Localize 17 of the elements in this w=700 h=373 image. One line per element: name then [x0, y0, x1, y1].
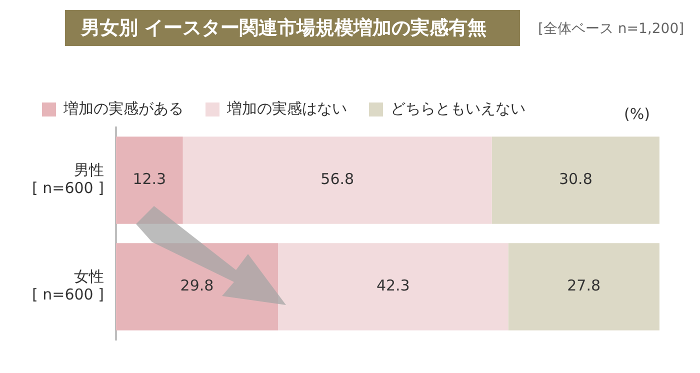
data-label: 12.3 — [132, 170, 166, 188]
bar — [508, 243, 660, 330]
data-label: 56.8 — [320, 170, 354, 188]
y-tick-label: 女性 [ n=600 ] — [32, 268, 104, 304]
legend-label: 増加の実感はない — [226, 99, 347, 118]
data-label: 42.3 — [376, 276, 410, 295]
bar — [182, 136, 492, 224]
data-label: 27.8 — [567, 276, 601, 295]
text: (%) — [624, 104, 650, 123]
data-label: 29.8 — [180, 276, 214, 295]
data-label: 30.8 — [558, 170, 592, 188]
bar — [492, 136, 660, 224]
legend-label: どちらともいえない — [390, 99, 526, 118]
chart-title: 男女別 イースター関連市場規模増加の実感有無 — [65, 10, 520, 46]
legend-label: 増加の実感がある — [62, 99, 184, 118]
chart-subtitle: [全体ベース n=1,200] — [538, 20, 684, 38]
y-tick-label: 男性 [ n=600 ] — [32, 161, 104, 198]
